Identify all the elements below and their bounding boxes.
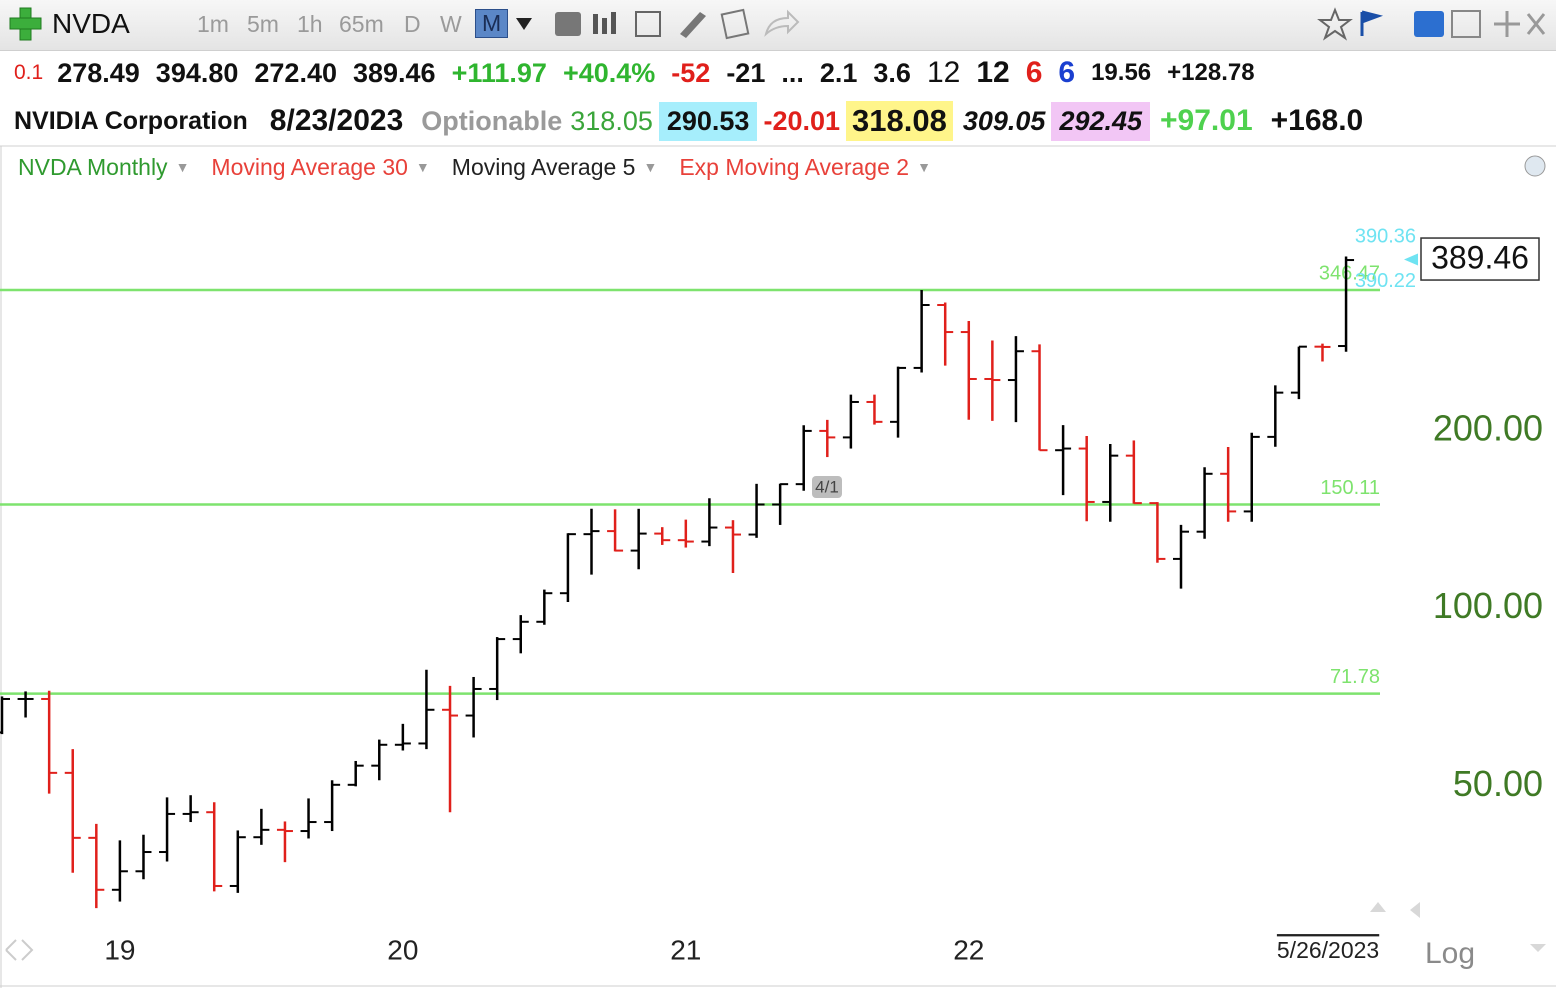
quote-value: 290.53 bbox=[658, 101, 758, 141]
symbol[interactable]: NVDA bbox=[52, 8, 130, 39]
toolbar: NVDA 1m 5m 1h 65m D W M bbox=[0, 0, 1556, 51]
legend-entry[interactable]: Moving Average 5 bbox=[451, 153, 636, 180]
timeframe[interactable]: 1m bbox=[197, 11, 229, 37]
timeframe[interactable]: 65m bbox=[339, 11, 384, 37]
y-tick-label: 200.00 bbox=[1433, 407, 1543, 448]
legend-dropdown[interactable]: ▼ bbox=[415, 159, 430, 175]
timeframe[interactable]: 5m bbox=[247, 11, 279, 37]
timeframe[interactable]: M bbox=[475, 9, 509, 38]
quote-value: -20.01 bbox=[763, 105, 841, 136]
quote-date: 8/23/2023 bbox=[269, 104, 404, 137]
timeframe[interactable]: 1h bbox=[297, 11, 323, 37]
legend-entry[interactable]: Moving Average 30 bbox=[211, 153, 408, 180]
quote-value: +40.4% bbox=[562, 57, 656, 88]
scroll-left[interactable] bbox=[1410, 902, 1420, 918]
x-tick-label: 22 bbox=[953, 934, 984, 965]
legend-dropdown[interactable]: ▼ bbox=[917, 159, 931, 175]
level-label: 150.11 bbox=[1320, 477, 1380, 499]
split-marker-label: 4/1 bbox=[815, 477, 839, 496]
price-level-label: 390.36 bbox=[1355, 226, 1416, 248]
quote-value: 309.05 bbox=[962, 105, 1046, 136]
quote-row: NVIDIA Corporation 8/23/2023 Optionable … bbox=[0, 98, 1556, 144]
quote-value: 12 bbox=[976, 56, 1010, 89]
level-label: 71.78 bbox=[1330, 666, 1380, 688]
quote-value: ... bbox=[781, 57, 804, 88]
last-price-label: 389.46 bbox=[1431, 239, 1529, 275]
legend-entry[interactable]: Exp Moving Average 2 bbox=[679, 153, 910, 180]
quote-value: 19.56 bbox=[1091, 59, 1152, 86]
legend: NVDA Monthly ▼ Moving Average 30 ▼ Moving Av… bbox=[18, 150, 953, 184]
company-name: NVIDIA Corporation bbox=[14, 106, 248, 135]
quote-row: 0.1 278.49 394.80 272.40 389.46 +111.97 … bbox=[0, 50, 1556, 96]
quote-value: 318.08 bbox=[846, 101, 953, 141]
quote-value: +97.01 bbox=[1160, 104, 1253, 137]
level-label: 346.47 bbox=[1319, 262, 1380, 284]
quote-value: 3.6 bbox=[873, 57, 911, 88]
y-tick-label: 50.00 bbox=[1453, 763, 1543, 804]
quote-value: 2.1 bbox=[819, 57, 858, 88]
legend-entry[interactable]: NVDA Monthly bbox=[18, 153, 168, 180]
quote-value: Optionable bbox=[421, 105, 563, 136]
timeframe[interactable]: W bbox=[440, 11, 462, 37]
quote-value: 278.49 bbox=[57, 57, 140, 88]
legend-dropdown[interactable]: ▼ bbox=[175, 159, 190, 175]
add-icon[interactable] bbox=[8, 5, 48, 45]
quote-value: +168.0 bbox=[1270, 104, 1364, 137]
quote-value: 272.40 bbox=[254, 57, 337, 88]
legend-dropdown[interactable]: ▼ bbox=[643, 159, 658, 175]
price-arrow bbox=[1404, 253, 1418, 266]
zoom-icon[interactable] bbox=[5, 939, 34, 961]
timeframe[interactable]: D bbox=[404, 11, 421, 37]
scroll-up[interactable] bbox=[1370, 902, 1386, 912]
quote-value: 6 bbox=[1025, 56, 1043, 89]
quote-value: 12 bbox=[926, 56, 961, 89]
scale-label[interactable]: Log bbox=[1425, 937, 1475, 970]
x-tick-label: 19 bbox=[104, 934, 135, 965]
quote-value: 318.05 bbox=[570, 105, 653, 136]
x-tick-label: 20 bbox=[387, 934, 418, 965]
scale-dropdown[interactable] bbox=[1530, 944, 1546, 952]
x-tick-label: 21 bbox=[670, 934, 701, 965]
x-tick-label: 5/26/2023 bbox=[1277, 937, 1379, 963]
quote-value: +111.97 bbox=[451, 57, 547, 88]
quote-value: -21 bbox=[726, 57, 766, 88]
split-marker: 4/1 bbox=[812, 476, 842, 498]
settings-icon[interactable] bbox=[1524, 155, 1546, 177]
quote-value: 292.45 bbox=[1051, 101, 1151, 141]
quote-value: 389.46 bbox=[352, 57, 436, 88]
quote-value: 394.80 bbox=[155, 57, 239, 88]
quote-value: -52 bbox=[671, 57, 711, 88]
quote-value: 6 bbox=[1058, 56, 1076, 89]
y-tick-label: 100.00 bbox=[1433, 585, 1543, 626]
split-marker-bg bbox=[812, 476, 842, 498]
quote-value: 0.1 bbox=[14, 61, 44, 84]
quote-value: +128.78 bbox=[1167, 59, 1255, 86]
last-price-box bbox=[1420, 237, 1540, 281]
price-level-label: 390.22 bbox=[1355, 270, 1416, 292]
